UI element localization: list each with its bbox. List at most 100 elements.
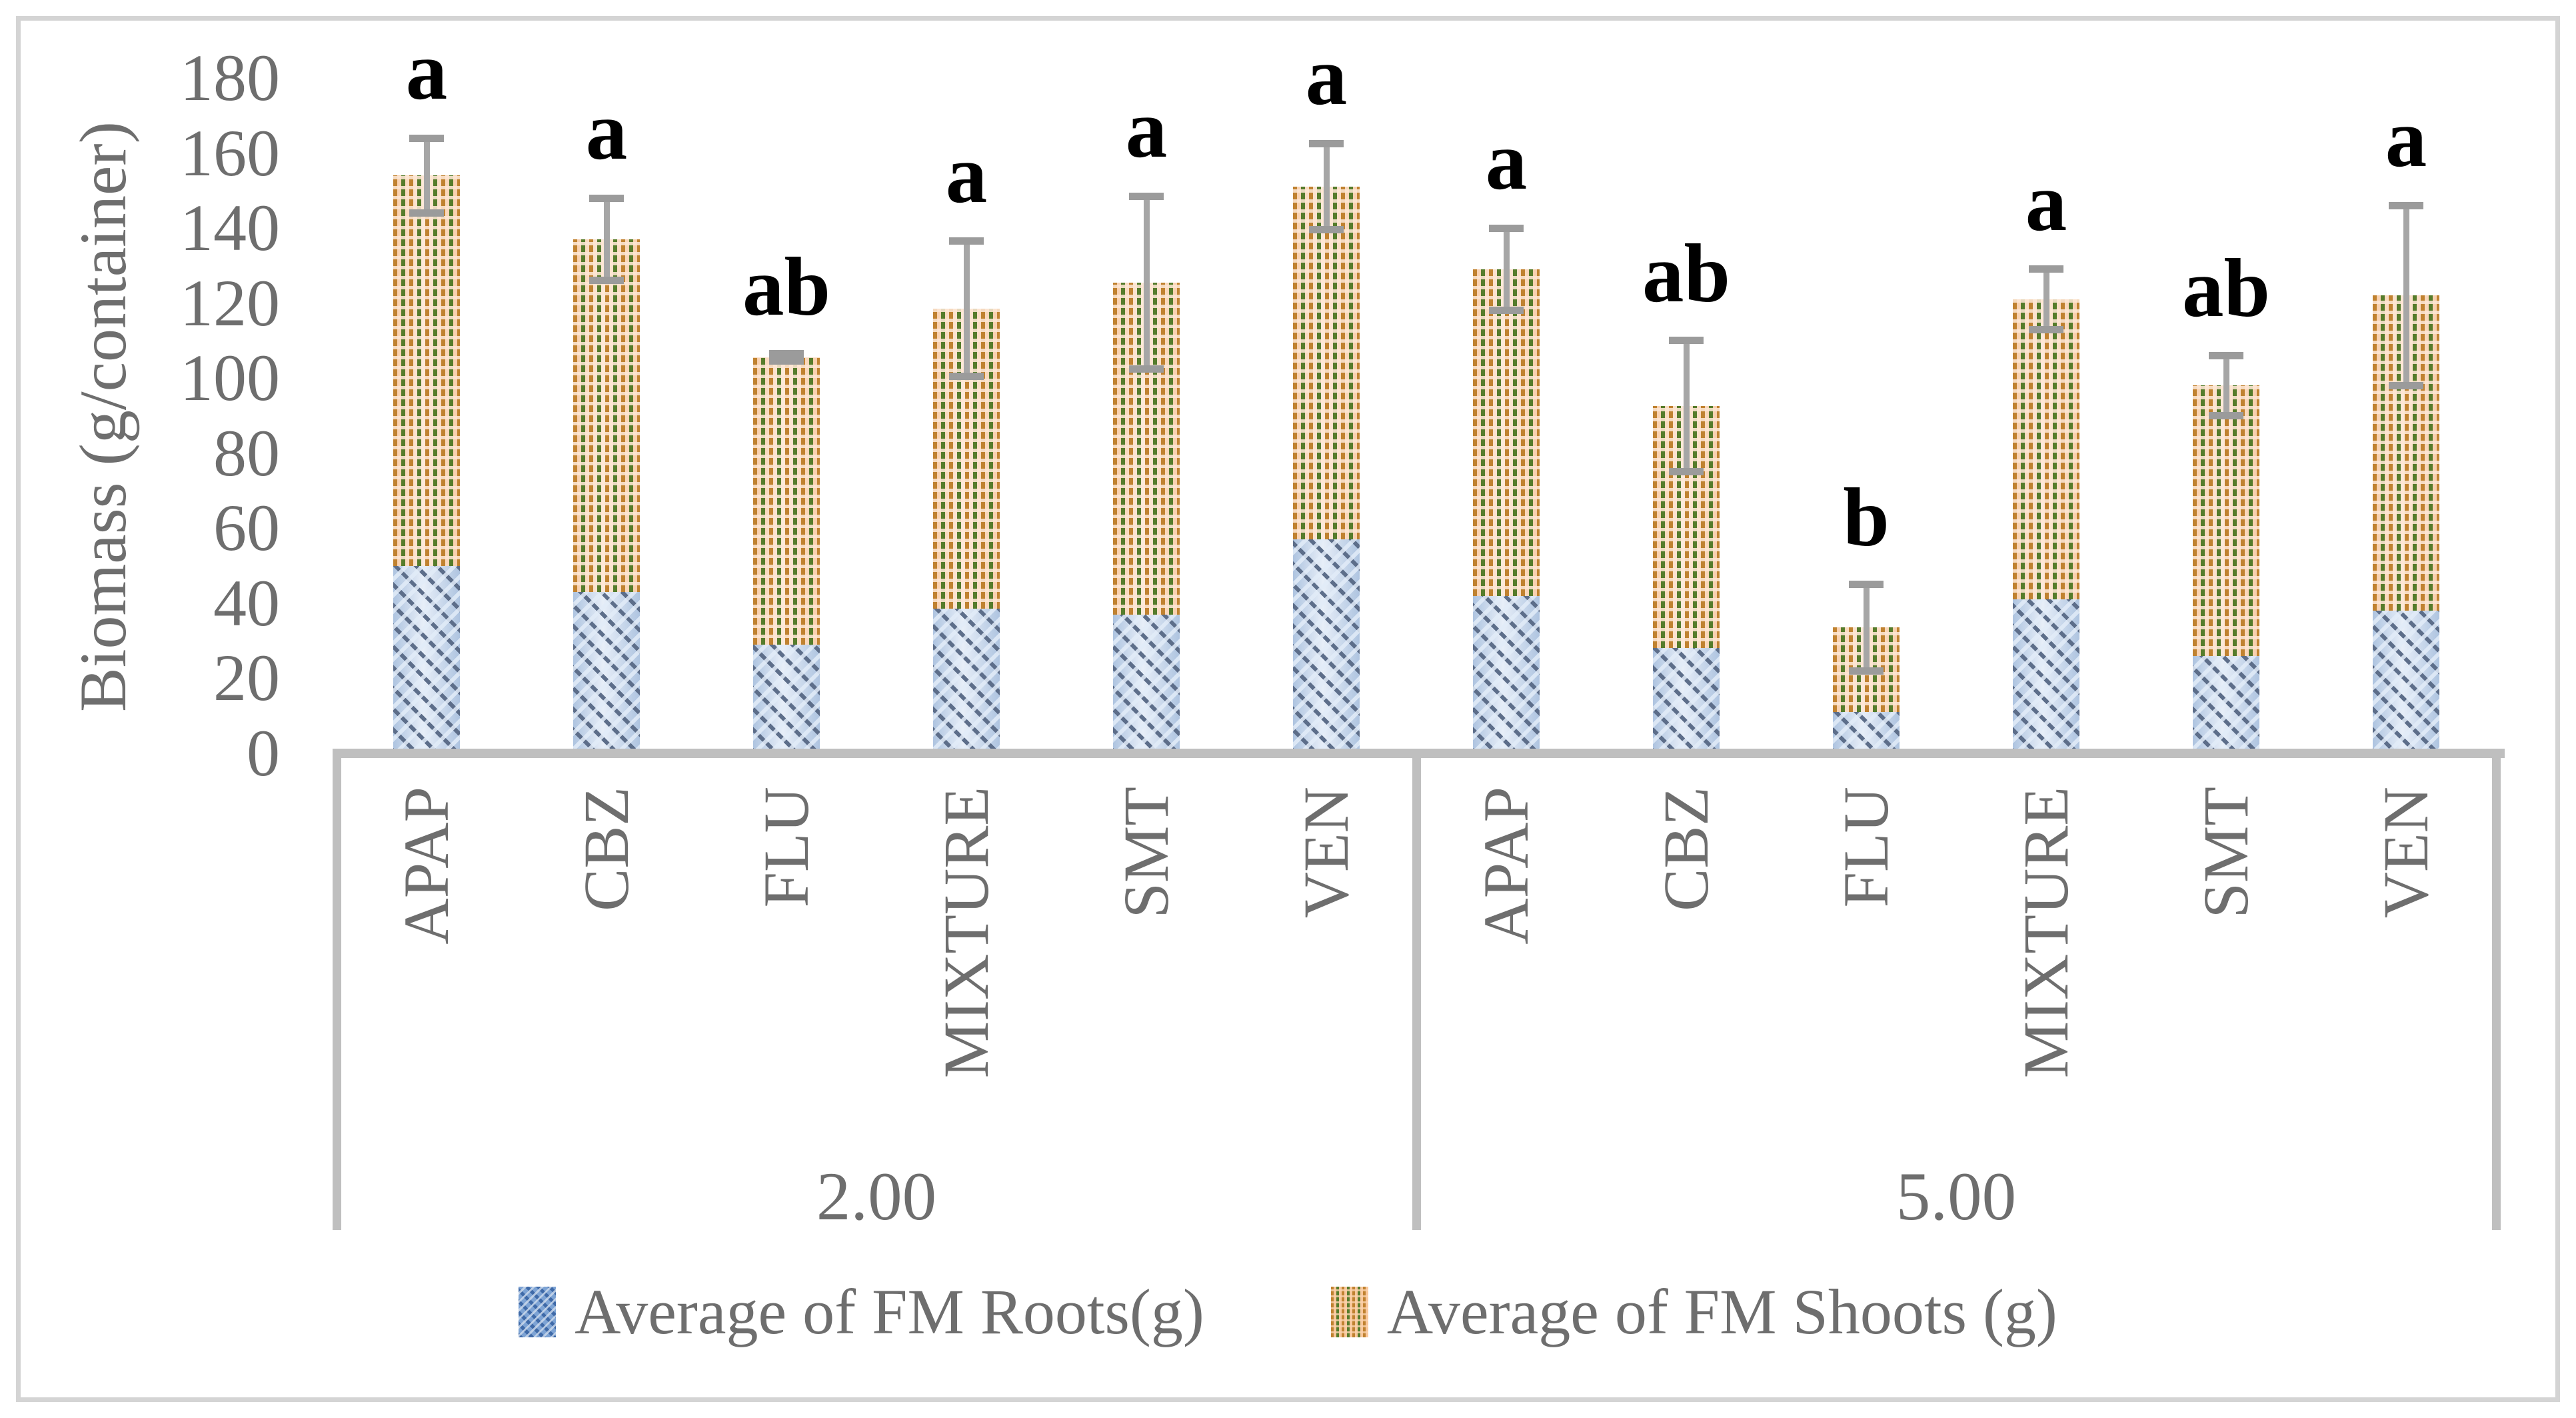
error-bar (603, 198, 610, 281)
axis-group-divider (332, 753, 341, 1230)
category-label: FLU (750, 787, 822, 908)
category-label: VEN (1290, 787, 1362, 919)
axis-group-divider (2491, 753, 2501, 1230)
significance-letter: a (945, 128, 988, 221)
error-bar-cap-top (1309, 139, 1344, 147)
y-tick-label: 120 (180, 265, 280, 340)
significance-letter: ab (742, 241, 831, 333)
bar-segment-roots (753, 644, 820, 753)
error-bar (2403, 205, 2409, 386)
axis-group-divider (1412, 753, 1421, 1230)
bar-segment-roots (2193, 655, 2259, 753)
bar-segment-roots (933, 609, 1000, 753)
bar-segment-roots (1833, 712, 1900, 753)
category-label: CBZ (571, 787, 642, 911)
error-bar-cap-top (2209, 351, 2243, 359)
y-tick-label: 40 (213, 565, 280, 640)
bar-segment-roots (1293, 539, 1360, 753)
legend-label-shoots: Average of FM Shoots (g) (1386, 1276, 2057, 1347)
error-bar-cap-top (1489, 224, 1524, 232)
group-label: 5.00 (1896, 1159, 2017, 1235)
error-bar-cap-bottom (949, 372, 984, 380)
bar-segment-shoots (1473, 269, 1540, 596)
error-bar-cap-top (2029, 265, 2063, 273)
bar-segment-shoots (2013, 299, 2079, 600)
bar-segment-roots (2373, 611, 2439, 753)
bar-segment-roots (1113, 614, 1180, 753)
category-label: SMT (1110, 787, 1182, 919)
category-label: MIXTURE (930, 787, 1002, 1079)
significance-letter: a (585, 85, 628, 178)
bar-segment-roots (393, 565, 460, 753)
y-tick-label: 100 (180, 341, 280, 415)
bar-segment-roots (1473, 595, 1540, 753)
error-bar-cap-top (409, 134, 444, 142)
significance-letter: a (1125, 83, 1168, 176)
shoots-pattern-swatch-icon (1330, 1287, 1368, 1337)
error-bar (1323, 143, 1330, 230)
error-bar-cap-bottom (769, 357, 804, 365)
error-bar (2043, 269, 2049, 330)
category-label: MIXTURE (2010, 787, 2081, 1079)
error-bar (1143, 196, 1150, 369)
error-bar-cap-bottom (1489, 307, 1524, 315)
error-bar (1863, 584, 1870, 671)
y-tick-label: 80 (213, 415, 280, 490)
error-bar-cap-bottom (589, 277, 624, 285)
category-label: APAP (391, 787, 462, 945)
bar-segment-roots (573, 591, 640, 753)
bar-segment-shoots (1293, 187, 1360, 540)
bar-segment-roots (2013, 599, 2079, 753)
y-tick-label: 20 (213, 641, 280, 715)
bar-segment-shoots (753, 357, 820, 645)
figure-border (16, 16, 2560, 1402)
legend: Average of FM Roots(g) Average of FM Sho… (0, 1272, 2576, 1352)
bar-segment-shoots (573, 239, 640, 592)
error-bar-cap-bottom (2209, 411, 2243, 419)
error-bar-cap-bottom (409, 209, 444, 217)
error-bar-cap-top (949, 237, 984, 245)
category-label: CBZ (1650, 787, 1722, 911)
significance-letter: ab (1642, 227, 1731, 320)
y-tick-label: 140 (180, 191, 280, 265)
significance-letter: b (1843, 471, 1890, 564)
error-bar-cap-bottom (1309, 226, 1344, 234)
category-label: SMT (2190, 787, 2261, 919)
error-bar-cap-top (769, 350, 804, 358)
significance-letter: ab (2181, 243, 2271, 335)
error-bar (423, 138, 430, 213)
error-bar-cap-bottom (2029, 325, 2063, 333)
error-bar-cap-top (2389, 201, 2423, 209)
significance-letter: a (1305, 31, 1348, 123)
significance-letter: a (1485, 115, 1528, 208)
error-bar (1683, 340, 1690, 472)
error-bar (783, 353, 790, 361)
significance-letter: a (405, 25, 448, 117)
legend-label-roots: Average of FM Roots(g) (575, 1276, 1204, 1347)
bar-segment-roots (1653, 648, 1720, 753)
bar-segment-shoots (2373, 295, 2439, 611)
error-bar (1503, 228, 1510, 311)
error-bar-cap-top (1849, 581, 1884, 589)
error-bar (2223, 355, 2229, 416)
bar-segment-shoots (393, 175, 460, 566)
x-axis-baseline (333, 749, 2505, 758)
y-tick-label: 0 (247, 716, 280, 790)
group-label: 2.00 (816, 1159, 937, 1235)
error-bar-cap-bottom (1129, 365, 1164, 373)
error-bar-cap-bottom (2389, 381, 2423, 389)
legend-item-shoots: Average of FM Shoots (g) (1330, 1272, 2057, 1352)
legend-item-roots: Average of FM Roots(g) (519, 1272, 1204, 1352)
significance-letter: a (2025, 156, 2067, 249)
significance-letter: a (2385, 93, 2427, 185)
error-bar (963, 241, 970, 377)
y-tick-label: 60 (213, 491, 280, 565)
error-bar-cap-top (1669, 337, 1704, 345)
error-bar-cap-bottom (1669, 468, 1704, 476)
category-label: APAP (1470, 787, 1542, 945)
error-bar-cap-top (1129, 192, 1164, 200)
error-bar-cap-bottom (1849, 667, 1884, 675)
roots-pattern-swatch-icon (519, 1287, 557, 1337)
y-tick-label: 180 (180, 40, 280, 115)
